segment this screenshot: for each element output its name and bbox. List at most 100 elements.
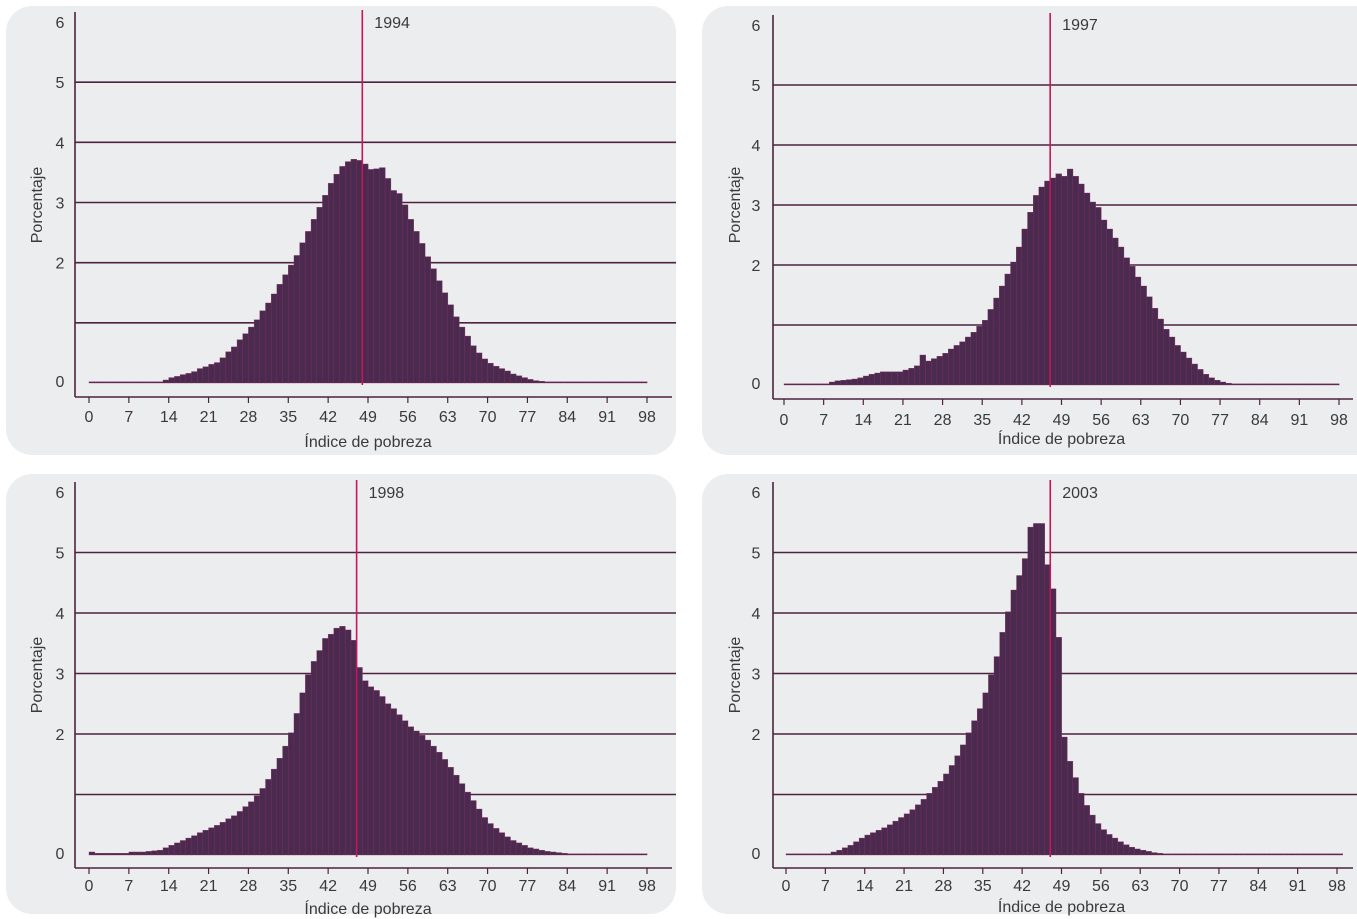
histogram-bar xyxy=(1100,219,1108,386)
histogram-bar xyxy=(265,779,272,856)
histogram-bar xyxy=(310,661,318,856)
x-tick-label: 42 xyxy=(1013,878,1031,895)
histogram-bar xyxy=(145,851,152,856)
histogram-bar xyxy=(1218,853,1225,856)
x-tick-label: 7 xyxy=(821,878,830,895)
histogram-bar xyxy=(1100,829,1107,856)
histogram-bar xyxy=(874,372,881,386)
histogram-bar xyxy=(1066,761,1074,856)
histogram-bar xyxy=(1299,383,1306,386)
x-tick-label: 56 xyxy=(399,409,417,426)
histogram-bar xyxy=(487,823,494,856)
x-tick-label: 35 xyxy=(974,878,992,895)
histogram-bar xyxy=(362,680,369,856)
histogram-bar xyxy=(970,332,977,386)
x-tick-label: 98 xyxy=(1330,412,1348,429)
histogram-bar xyxy=(903,813,911,856)
histogram-bar xyxy=(424,739,431,856)
y-axis-label: Porcentaje xyxy=(29,637,46,714)
histogram-bar xyxy=(197,368,204,384)
histogram-bar xyxy=(976,326,983,386)
histogram-bar xyxy=(584,853,591,856)
histogram-bar xyxy=(197,832,204,856)
histogram-bar xyxy=(419,243,426,384)
histogram-bar xyxy=(925,360,932,386)
histogram-bar xyxy=(567,853,574,856)
histogram-bar xyxy=(1263,853,1270,856)
histogram-bar xyxy=(453,774,460,856)
x-tick-label: 42 xyxy=(1013,412,1031,429)
histogram-bar xyxy=(390,190,397,384)
histogram-bar xyxy=(1191,363,1198,386)
histogram-bar xyxy=(145,381,152,384)
histogram-bar xyxy=(1274,853,1282,856)
histogram-bar xyxy=(954,755,961,856)
histogram-bar xyxy=(1185,357,1193,386)
histogram-bar xyxy=(185,837,192,856)
histogram-bar xyxy=(1327,383,1334,386)
histogram-bar xyxy=(510,373,517,384)
histogram-bar xyxy=(806,383,813,386)
histogram-bar xyxy=(128,381,135,384)
histogram-bar xyxy=(892,820,899,856)
histogram-bar xyxy=(219,357,226,384)
histogram-bar xyxy=(407,726,414,856)
histogram-bar xyxy=(1248,383,1255,386)
y-tick-label: 2 xyxy=(56,256,65,273)
histogram-bar xyxy=(333,627,340,856)
histogram-bar xyxy=(476,808,483,856)
histogram-bar xyxy=(847,845,854,856)
histogram-bar xyxy=(948,348,955,386)
histogram-bar xyxy=(931,358,938,386)
histogram-bar xyxy=(248,326,255,384)
histogram-bar xyxy=(1089,201,1096,386)
histogram-bar xyxy=(481,358,488,384)
histogram-bar xyxy=(447,304,454,384)
histogram-bar xyxy=(504,370,511,384)
histogram-bar xyxy=(367,686,375,856)
histogram-bar xyxy=(231,815,238,856)
x-tick-label: 98 xyxy=(638,409,656,426)
histogram-bar xyxy=(316,207,323,384)
histogram-bar xyxy=(584,381,591,384)
histogram-bar xyxy=(1197,369,1204,386)
panel-year-label: 1994 xyxy=(374,15,410,32)
x-tick-label: 56 xyxy=(1092,878,1110,895)
histogram-bar xyxy=(174,376,181,384)
histogram-bar xyxy=(1129,266,1136,386)
x-tick-label: 56 xyxy=(1092,412,1110,429)
histogram-bar xyxy=(1287,383,1295,386)
histogram-bar xyxy=(606,381,614,384)
histogram-bar xyxy=(293,255,300,384)
histogram-bar xyxy=(458,326,466,384)
y-tick-label: 2 xyxy=(752,258,761,275)
histogram-bar xyxy=(259,310,266,384)
histogram-bar xyxy=(802,853,809,856)
histogram-bar xyxy=(396,193,403,384)
panel-year-label: 1998 xyxy=(369,485,405,502)
x-tick-label: 70 xyxy=(1172,412,1190,429)
histogram-bar xyxy=(789,383,796,386)
histogram-bar xyxy=(982,320,989,386)
histogram-bar xyxy=(572,853,579,856)
histogram-bar xyxy=(1146,296,1153,386)
histogram-bar xyxy=(982,692,989,856)
x-tick-label: 98 xyxy=(638,878,656,895)
histogram-bar xyxy=(971,720,978,856)
x-tick-label: 91 xyxy=(1289,878,1307,895)
histogram-bar xyxy=(1253,383,1261,386)
y-tick-label: 3 xyxy=(56,667,65,684)
x-tick-label: 70 xyxy=(479,409,497,426)
histogram-bar xyxy=(379,696,386,856)
x-tick-label: 63 xyxy=(439,878,457,895)
histogram-bar xyxy=(1258,853,1265,856)
histogram-bar xyxy=(1225,383,1232,386)
y-tick-label: 6 xyxy=(752,18,761,35)
x-tick-label: 7 xyxy=(819,412,828,429)
histogram-bar xyxy=(909,809,916,856)
histogram-bar xyxy=(134,851,141,856)
y-tick-label: 5 xyxy=(56,546,65,563)
y-tick-label: 2 xyxy=(752,727,761,744)
histogram-bar xyxy=(1021,558,1029,856)
